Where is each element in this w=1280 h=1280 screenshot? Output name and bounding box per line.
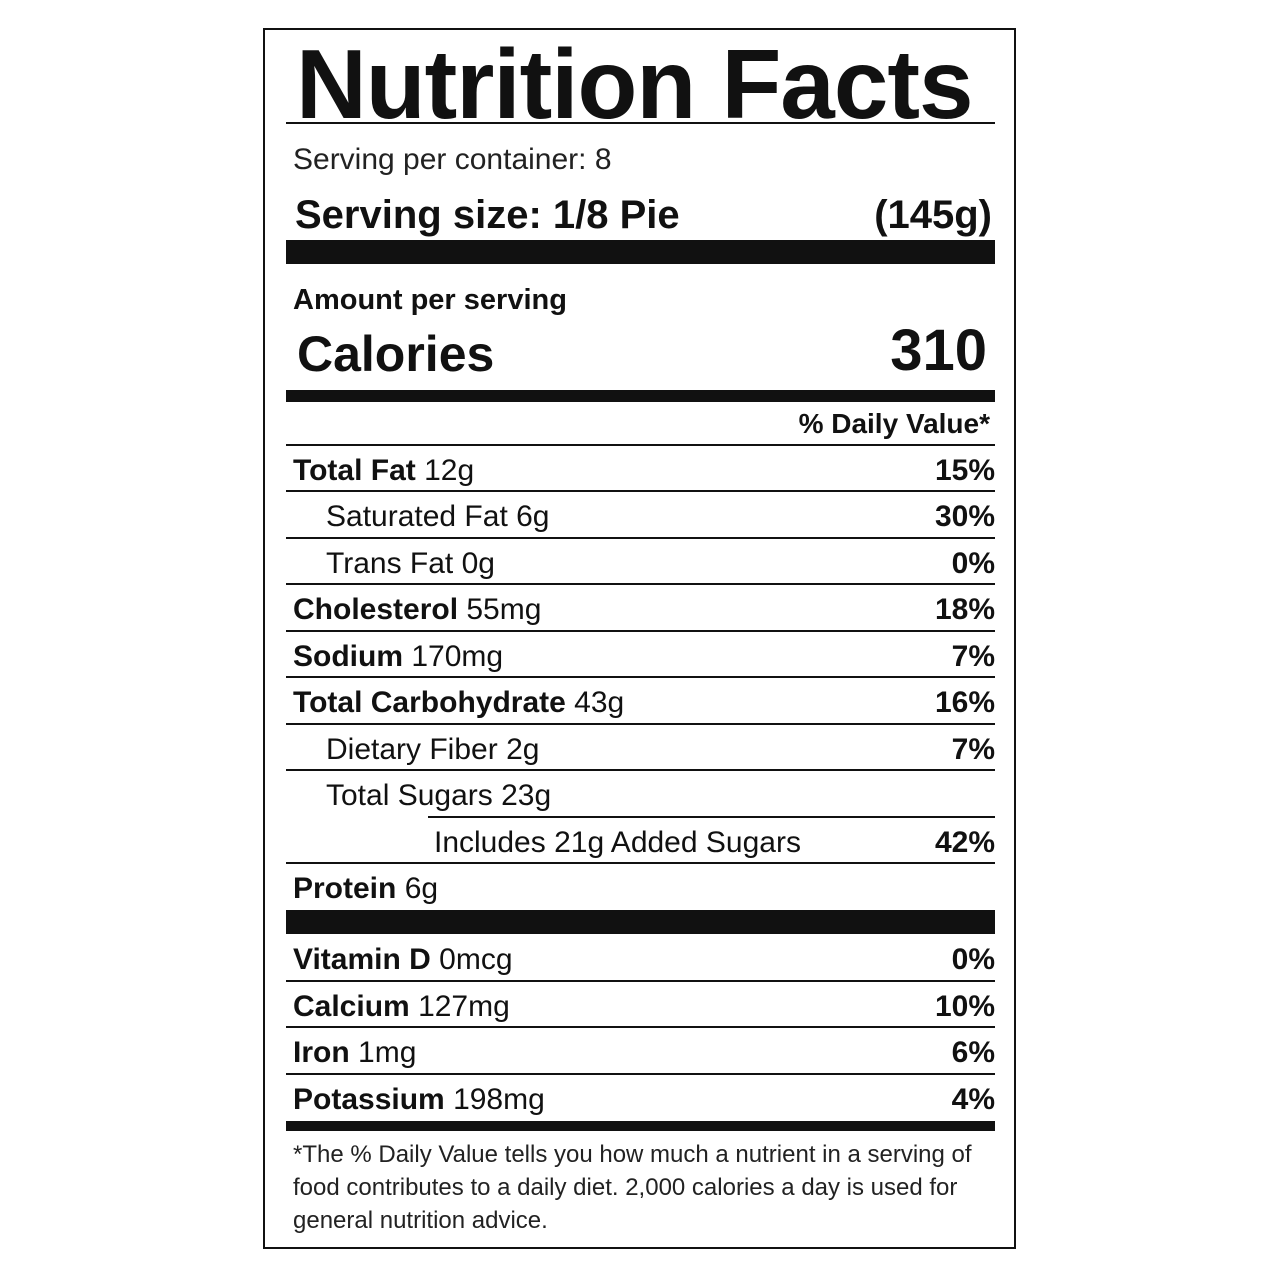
nutrient-name: Protein [293,872,397,905]
divider-thin [286,630,995,632]
nutrient-row-total-sugars: Total Sugars 23g [293,776,995,816]
footnote: *The % Daily Value tells you how much a … [293,1141,972,1234]
nutrient-row-dietary-fiber: Dietary Fiber 2g 7% [293,730,995,770]
amount-per-serving: Amount per serving [293,284,567,316]
nutrient-amount: 170mg [411,640,504,673]
nutrient-row-total-carbohydrate: Total Carbohydrate 43g 16% [293,683,995,723]
vitamin-row-iron: Iron 1mg 6% [293,1033,995,1073]
vitamin-daily-value: 10% [934,990,995,1023]
nutrient-amount: 6g [516,500,550,533]
nutrient-amount: 43g [574,686,625,719]
nutrient-daily-value: 16% [934,686,995,719]
divider-thin [286,676,995,678]
nutrient-daily-value: 15% [934,454,995,487]
nutrient-row-sodium: Sodium 170mg 7% [293,637,995,677]
serving-size-weight: (145g) [874,193,992,237]
nutrient-amount: 23g [501,779,552,812]
vitamin-row-vitamin-d: Vitamin D 0mcg 0% [293,940,995,980]
vitamin-amount: 198mg [453,1083,545,1116]
nutrient-row-protein: Protein 6g [293,869,995,909]
nutrient-daily-value: 42% [934,826,995,859]
serving-size: Serving size: 1/8 Pie [295,193,680,237]
divider-thick [286,910,995,934]
divider-thin [286,862,995,864]
nutrient-daily-value: 18% [934,593,995,626]
calories-label: Calories [297,326,495,382]
divider-thick [286,240,995,264]
vitamin-row-potassium: Potassium 198mg 4% [293,1080,995,1120]
divider-thin [286,769,995,771]
nutrient-name: Cholesterol [293,593,459,626]
vitamin-name: Calcium [293,990,410,1023]
nutrient-amount: 12g [424,454,475,487]
calories-value: 310 [890,318,987,383]
nutrient-amount: 6g [404,872,439,905]
nutrient-amount: 2g [506,733,540,766]
divider-thin [286,583,995,585]
divider-medium [286,390,995,402]
divider-thin [286,980,995,982]
vitamin-name: Potassium [293,1083,445,1116]
nutrient-row-cholesterol: Cholesterol 55mg 18% [293,590,995,630]
nutrition-facts-label: Nutrition Facts Serving per container: 8… [263,28,1016,1249]
nutrient-name: Sodium [293,640,403,673]
nutrient-name: Includes 21g Added Sugars [434,826,801,859]
divider-thin [286,1026,995,1028]
nutrient-name: Dietary Fiber [326,733,498,766]
divider-medium [286,1121,995,1131]
vitamin-daily-value: 6% [951,1036,995,1069]
divider-thin [286,723,995,725]
label-title: Nutrition Facts [296,29,973,139]
nutrient-name: Total Sugars [326,779,493,812]
nutrient-name: Total Fat [293,454,416,487]
nutrient-daily-value: 30% [934,500,995,533]
vitamin-row-calcium: Calcium 127mg 10% [293,987,995,1027]
nutrient-daily-value: 7% [951,640,995,673]
vitamin-amount: 0mcg [439,943,513,976]
nutrient-row-added-sugars: Includes 21g Added Sugars 42% [293,823,995,863]
vitamin-daily-value: 0% [951,943,995,976]
nutrient-daily-value: 7% [951,733,995,766]
nutrient-row-total-fat: Total Fat 12g 15% [293,451,995,491]
divider-thin [286,444,995,446]
nutrient-daily-value: 0% [951,547,995,580]
nutrient-row-trans-fat: Trans Fat 0g 0% [293,544,995,584]
nutrient-amount: 0g [461,547,495,580]
vitamin-daily-value: 4% [951,1083,995,1116]
nutrient-amount: 55mg [466,593,542,626]
divider-thin [286,122,995,124]
nutrient-row-saturated-fat: Saturated Fat 6g 30% [293,497,995,537]
nutrient-name: Saturated Fat [326,500,508,533]
vitamin-name: Iron [293,1036,350,1069]
divider-thin [286,1073,995,1075]
nutrient-name: Trans Fat [326,547,454,580]
servings-per-container: Serving per container: 8 [293,143,612,176]
divider-thin [286,537,995,539]
divider-thin-indented [428,816,995,818]
divider-thin [286,490,995,492]
vitamin-amount: 1mg [358,1036,417,1069]
vitamin-amount: 127mg [418,990,510,1023]
daily-value-header: % Daily Value* [798,408,990,439]
vitamin-name: Vitamin D [293,943,431,976]
nutrient-name: Total Carbohydrate [293,686,566,719]
